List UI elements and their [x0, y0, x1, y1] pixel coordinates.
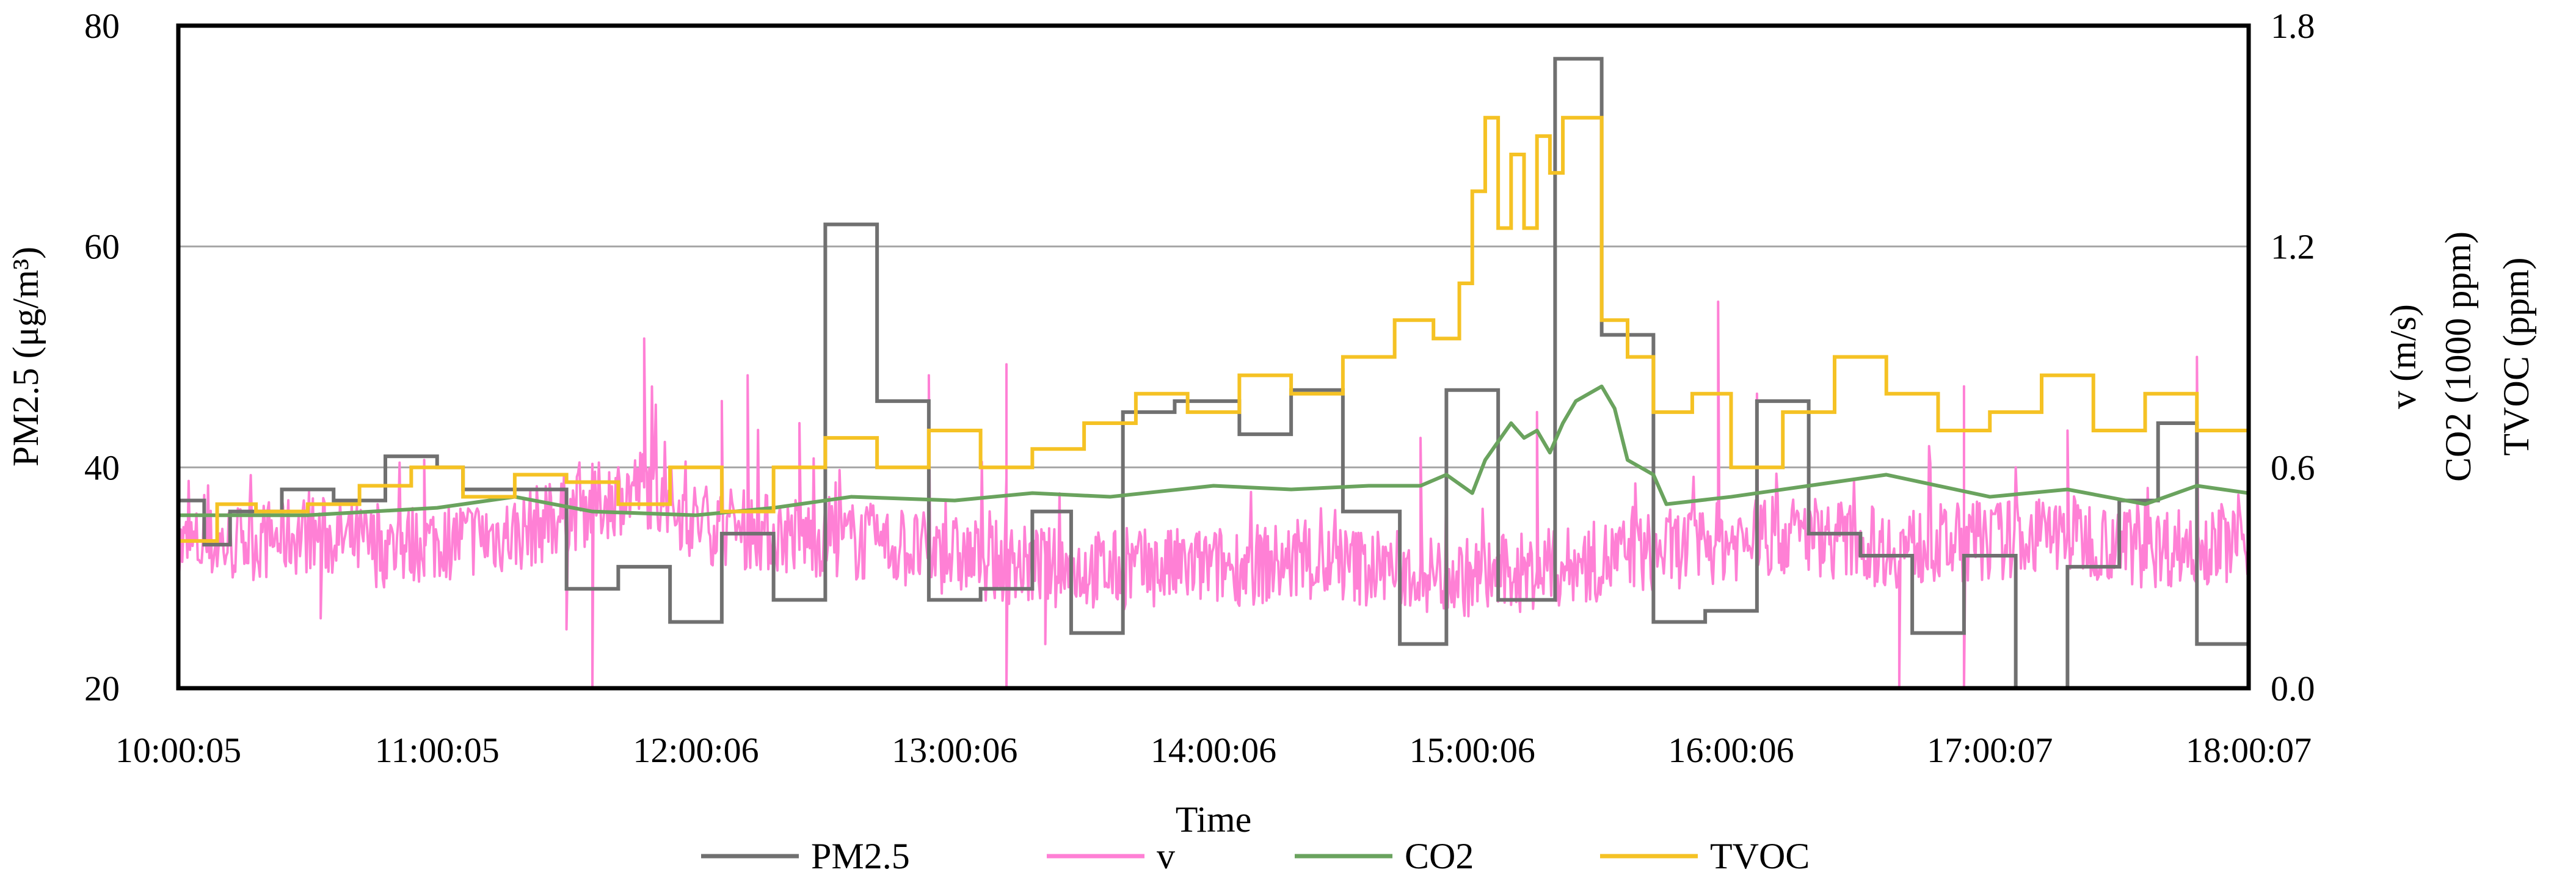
x-tick-label: 12:00:06	[633, 730, 759, 770]
y-right-tick-label: 0.0	[2271, 669, 2315, 708]
x-tick-label: 15:00:06	[1410, 730, 1535, 770]
y-left-tick-label: 20	[84, 669, 120, 708]
y-left-tick-label: 40	[84, 448, 120, 487]
y-right-title-co2: CO2 (1000 ppm)	[2438, 231, 2478, 482]
y-right-title-v: v (m/s)	[2383, 304, 2423, 409]
gridlines	[178, 245, 2249, 468]
y-left-title: PM2.5 (μg/m³)	[5, 247, 46, 467]
legend-label-pm25: PM2.5	[811, 836, 910, 876]
y-left-tick-label: 60	[84, 227, 120, 267]
x-tick-label: 14:00:06	[1151, 730, 1276, 770]
x-tick-label: 13:00:06	[892, 730, 1017, 770]
x-tick-label: 18:00:07	[2186, 730, 2312, 770]
y-right-tick-label: 1.8	[2271, 6, 2315, 46]
plot-background	[178, 26, 2249, 688]
legend-label-v: v	[1157, 836, 1175, 876]
legend: PM2.5 v CO2 TVOC	[701, 836, 1810, 876]
plot-frame	[176, 23, 2251, 691]
y-right-title-tvoc: TVOC (ppm)	[2496, 258, 2536, 456]
legend-label-tvoc: TVOC	[1710, 836, 1810, 876]
series-line-v	[178, 300, 2249, 688]
legend-label-co2: CO2	[1405, 836, 1474, 876]
series-layer	[178, 57, 2249, 688]
x-tick-label: 10:00:05	[115, 730, 241, 770]
y-right-tick-label: 0.6	[2271, 448, 2315, 487]
tick-labels: 20 40 60 80 0.0 0.6 1.2 1.8 10:00:05 11:00:05 12:0…	[84, 6, 2315, 770]
y-right-tick-label: 1.2	[2271, 227, 2315, 267]
x-tick-label: 17:00:07	[1927, 730, 2053, 770]
x-tick-label: 11:00:05	[375, 730, 500, 770]
x-axis-title: Time	[1176, 799, 1252, 840]
x-tick-label: 16:00:06	[1668, 730, 1794, 770]
y-left-tick-label: 80	[84, 6, 120, 46]
series-line-tvoc	[178, 115, 2249, 543]
